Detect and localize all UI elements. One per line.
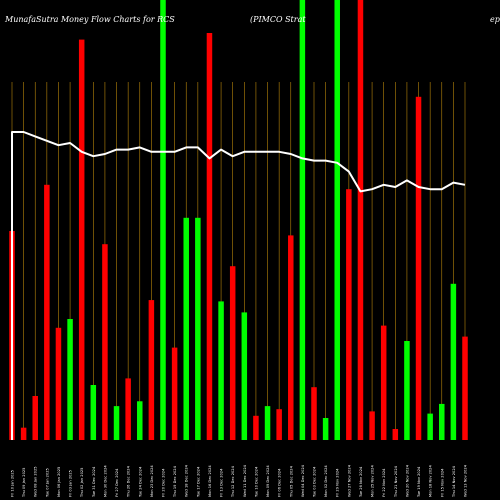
bar	[462, 336, 468, 440]
bar	[346, 189, 352, 440]
chart-title: MunafaSutra Money Flow Charts for RCS	[4, 15, 175, 24]
x-tick-label: Fri 06 Dec 2024	[278, 468, 282, 497]
bar	[311, 387, 317, 440]
bar	[218, 301, 224, 440]
x-tick-label: Tue 26 Nov 2024	[359, 466, 363, 498]
bar	[137, 401, 143, 440]
bar	[20, 427, 27, 440]
bar	[125, 378, 131, 440]
x-tick-label: Thu 05 Dec 2024	[289, 465, 293, 498]
x-tick-label: Mon 16 Dec 2024	[208, 465, 212, 497]
tick-labels: Fri 10 Jan 2025 Thu 09 Jan 2025 Wed 08 Jan…	[11, 464, 468, 498]
bar	[299, 0, 306, 440]
x-tick-label: Wed 11 Dec 2024	[243, 464, 247, 497]
bar	[288, 235, 294, 440]
bar	[148, 300, 155, 440]
bar	[183, 217, 189, 440]
x-tick-label: Mon 09 Dec 2024	[266, 465, 270, 497]
x-tick-label: Tue 31 Dec 2024	[92, 466, 96, 498]
x-tick-label: Fri 03 Jan 2025	[69, 470, 73, 497]
bar	[67, 319, 73, 440]
bar	[357, 0, 364, 440]
x-tick-label: Mon 30 Dec 2024	[103, 465, 107, 497]
bar	[369, 411, 375, 440]
bar	[229, 266, 236, 440]
x-tick-label: Fri 15 Nov 2024	[440, 468, 444, 497]
x-tick-label: Wed 13 Nov 2024	[464, 464, 468, 497]
bar	[32, 396, 38, 440]
bar	[380, 325, 387, 440]
bar	[322, 418, 329, 440]
x-tick-label: Thu 14 Nov 2024	[452, 465, 456, 498]
bar	[392, 429, 399, 440]
bar	[264, 406, 271, 440]
bar	[404, 341, 410, 440]
x-tick-label: Fri 22 Nov 2024	[382, 468, 386, 497]
bar	[171, 347, 178, 440]
bar	[195, 217, 201, 440]
x-tick-label: Wed 18 Dec 2024	[185, 464, 189, 497]
bar	[90, 385, 97, 440]
x-tick-label: Wed 08 Jan 2025	[34, 466, 38, 497]
x-tick-label: Mon 02 Dec 2024	[324, 465, 328, 497]
x-tick-label: Fri 20 Dec 2024	[162, 468, 166, 497]
x-tick-label: Tue 24 Dec 2024	[138, 466, 142, 498]
x-tick-label: Mon 25 Nov 2024	[371, 465, 375, 497]
x-tick-label: Mon 18 Nov 2024	[429, 465, 433, 497]
x-tick-label: Tue 10 Dec 2024	[254, 466, 258, 498]
x-tick-label: Mon 23 Dec 2024	[150, 465, 154, 497]
bar	[44, 184, 50, 440]
x-tick-label: Tue 17 Dec 2024	[196, 466, 200, 498]
bar	[241, 312, 248, 440]
bar	[206, 33, 213, 440]
chart-subtitle: (PIMCO Strat	[250, 15, 306, 24]
x-tick-label: Thu 02 Jan 2025	[80, 468, 84, 498]
chart-title-right: ep	[490, 15, 500, 24]
bar	[427, 413, 433, 440]
x-tick-label: Fri 10 Jan 2025	[11, 470, 15, 497]
money-flow-line	[11, 131, 466, 440]
bar	[160, 0, 166, 440]
x-tick-label: Wed 27 Nov 2024	[347, 464, 351, 497]
bar	[102, 244, 108, 440]
bar	[450, 283, 457, 440]
x-tick-label: Thu 26 Dec 2024	[127, 465, 131, 498]
bar	[276, 409, 282, 440]
bar	[55, 327, 62, 440]
bar	[439, 403, 445, 440]
x-tick-label: Tue 07 Jan 2025	[45, 468, 49, 498]
bars	[9, 0, 468, 441]
x-tick-label: Thu 19 Dec 2024	[173, 465, 177, 498]
x-tick-label: Tue 03 Dec 2024	[313, 466, 317, 498]
bar	[113, 406, 120, 440]
x-tick-label: Wed 20 Nov 2024	[405, 464, 409, 497]
bar	[78, 39, 85, 440]
bar	[253, 415, 259, 440]
x-tick-label: Wed 04 Dec 2024	[301, 464, 305, 497]
bar	[334, 0, 340, 440]
x-tick-label: Tue 19 Nov 2024	[417, 466, 421, 498]
x-tick-label: Fri 13 Dec 2024	[220, 468, 224, 497]
x-tick-label: Mon 06 Jan 2025	[57, 467, 61, 497]
x-tick-label: Fri 29 Nov 2024	[336, 468, 340, 497]
bar	[415, 96, 422, 441]
x-tick-label: Thu 09 Jan 2025	[22, 468, 26, 498]
x-tick-label: Fri 27 Dec 2024	[115, 468, 119, 497]
x-tick-label: Thu 12 Dec 2024	[231, 465, 235, 498]
x-tick-label: Thu 21 Nov 2024	[394, 465, 398, 498]
